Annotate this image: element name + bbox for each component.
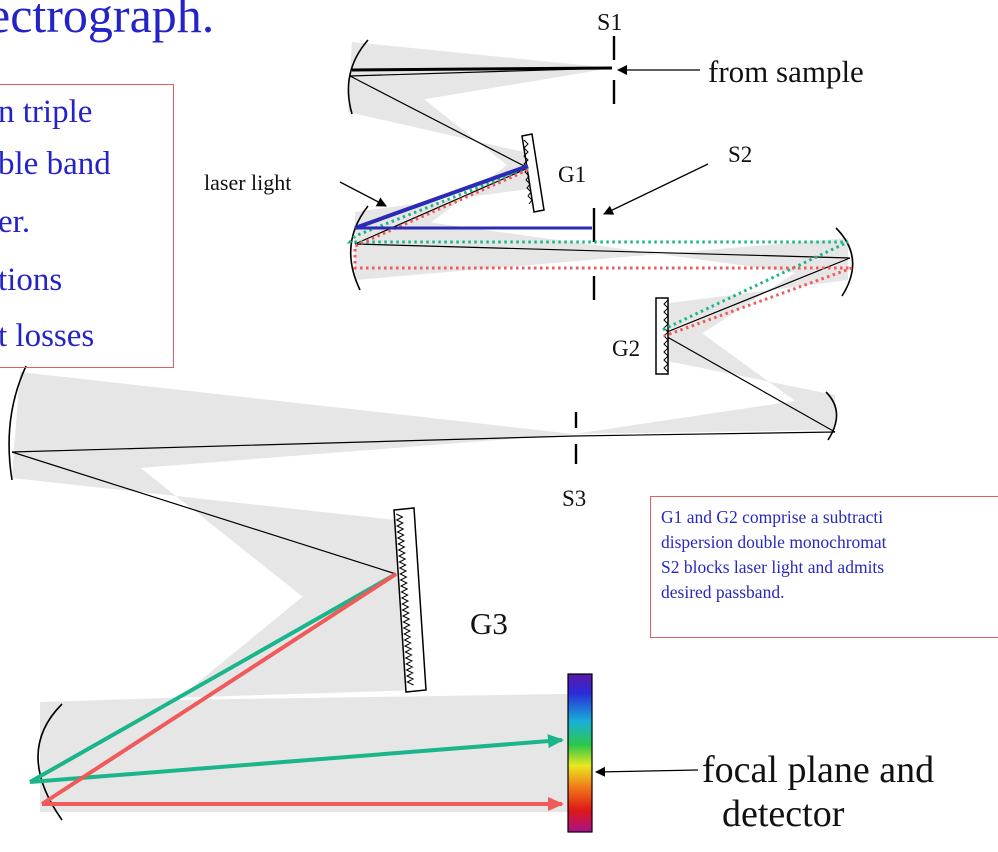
grating-g1 [521, 133, 545, 213]
dotted-rays [346, 166, 853, 338]
grating-g3 [393, 507, 427, 693]
note-line-3: S2 blocks laser light and admits [661, 557, 885, 577]
grating-g2 [655, 297, 669, 375]
mirror-1 [347, 39, 369, 115]
beam-m4-to-s3 [574, 395, 835, 434]
detector-arrow [595, 766, 699, 777]
left-box-line-2: ble band [0, 146, 111, 182]
red-dotted-ray [353, 168, 853, 338]
pointer-arrows [339, 65, 709, 777]
beam-m6-to-detector [40, 694, 568, 812]
green-output-ray [29, 572, 397, 784]
label-g2: G2 [612, 336, 640, 361]
beam-s3-to-m5 [12, 372, 574, 478]
beam-g3-to-m6 [40, 520, 420, 812]
label-from-sample: from sample [708, 54, 864, 89]
label-detector: detector [722, 793, 845, 835]
label-g3: G3 [470, 606, 508, 641]
note-line-4: desired passband. [661, 582, 785, 602]
label-s2: S2 [728, 142, 752, 167]
label-s1: S1 [597, 10, 622, 36]
label-laser-light: laser light [204, 170, 291, 195]
left-box-line-1: n triple [0, 94, 93, 130]
beam-g2-to-m4 [662, 304, 835, 430]
left-box-line-3: er. [0, 204, 31, 240]
red-output-ray [40, 572, 398, 806]
laser-ray-incoming [354, 164, 529, 230]
page-title: ectrograph. [0, 0, 215, 43]
left-box-line-4: tions [0, 262, 63, 298]
green-dotted-ray [346, 166, 849, 332]
label-focal-plane: focal plane and [702, 749, 934, 791]
note-line-2: dispersion double monochromat [661, 532, 887, 552]
detector-strip [567, 673, 593, 833]
note-line-1: G1 and G2 comprise a subtracti [661, 507, 884, 527]
label-g1: G1 [558, 162, 586, 187]
green-output-arrow [29, 734, 564, 784]
beam-m1-to-g1 [348, 42, 536, 188]
mirror-4 [825, 391, 838, 441]
left-box-line-5: t losses [0, 318, 95, 354]
slits [574, 36, 616, 464]
s2-arrow [603, 163, 709, 215]
beam-m3-to-g2 [662, 238, 848, 360]
mirror-5 [8, 365, 27, 481]
beam-m5-to-g3 [12, 372, 420, 690]
mirror-2 [349, 205, 369, 291]
label-s3: S3 [562, 486, 586, 511]
left-text-box [0, 84, 174, 368]
beam-envelopes [12, 42, 848, 812]
mirror-3 [835, 227, 854, 297]
laser-light-arrow [339, 181, 387, 207]
monochromator-note-box: G1 and G2 comprise a subtracti dispersio… [650, 496, 998, 638]
output-rays [29, 572, 564, 811]
